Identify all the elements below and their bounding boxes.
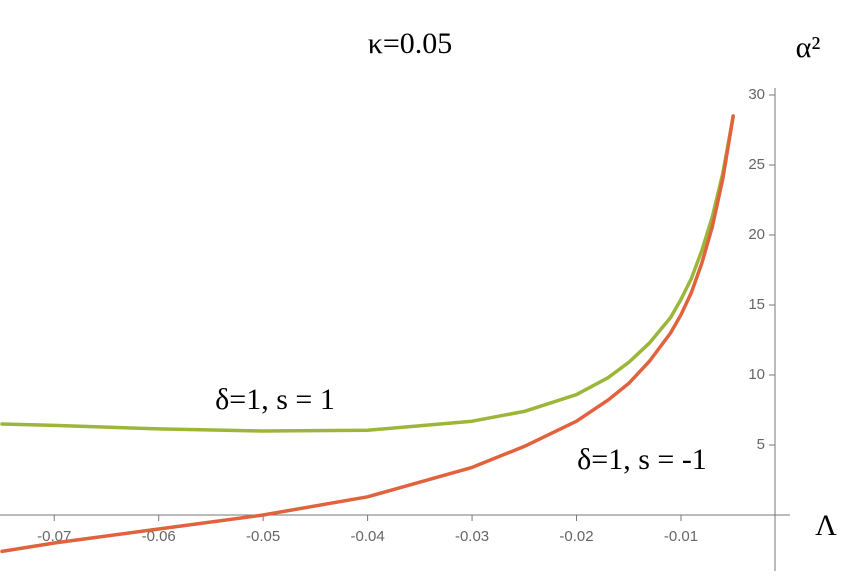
y-tick-label: 30 [748,86,765,103]
x-tick-label: -0.06 [142,528,176,545]
x-axis-label: Λ [815,509,837,542]
x-tick-label: -0.01 [664,528,698,545]
y-tick-label: 20 [748,226,765,243]
line-series [0,114,735,554]
x-tick-label: -0.03 [455,528,489,545]
line-series [0,114,735,433]
chart-title: κ=0.05 [368,27,453,60]
annotation: δ=1, s = -1 [577,443,707,476]
annotation: δ=1, s = 1 [215,383,335,416]
x-tick-label: -0.05 [246,528,280,545]
y-tick-label: 15 [748,296,765,313]
x-tick-label: -0.04 [351,528,385,545]
x-tick-label: -0.02 [559,528,593,545]
y-tick-label: 10 [748,366,765,383]
y-axis-label: α² [796,31,821,64]
y-tick-label: 5 [757,436,765,453]
y-tick-label: 25 [748,156,765,173]
